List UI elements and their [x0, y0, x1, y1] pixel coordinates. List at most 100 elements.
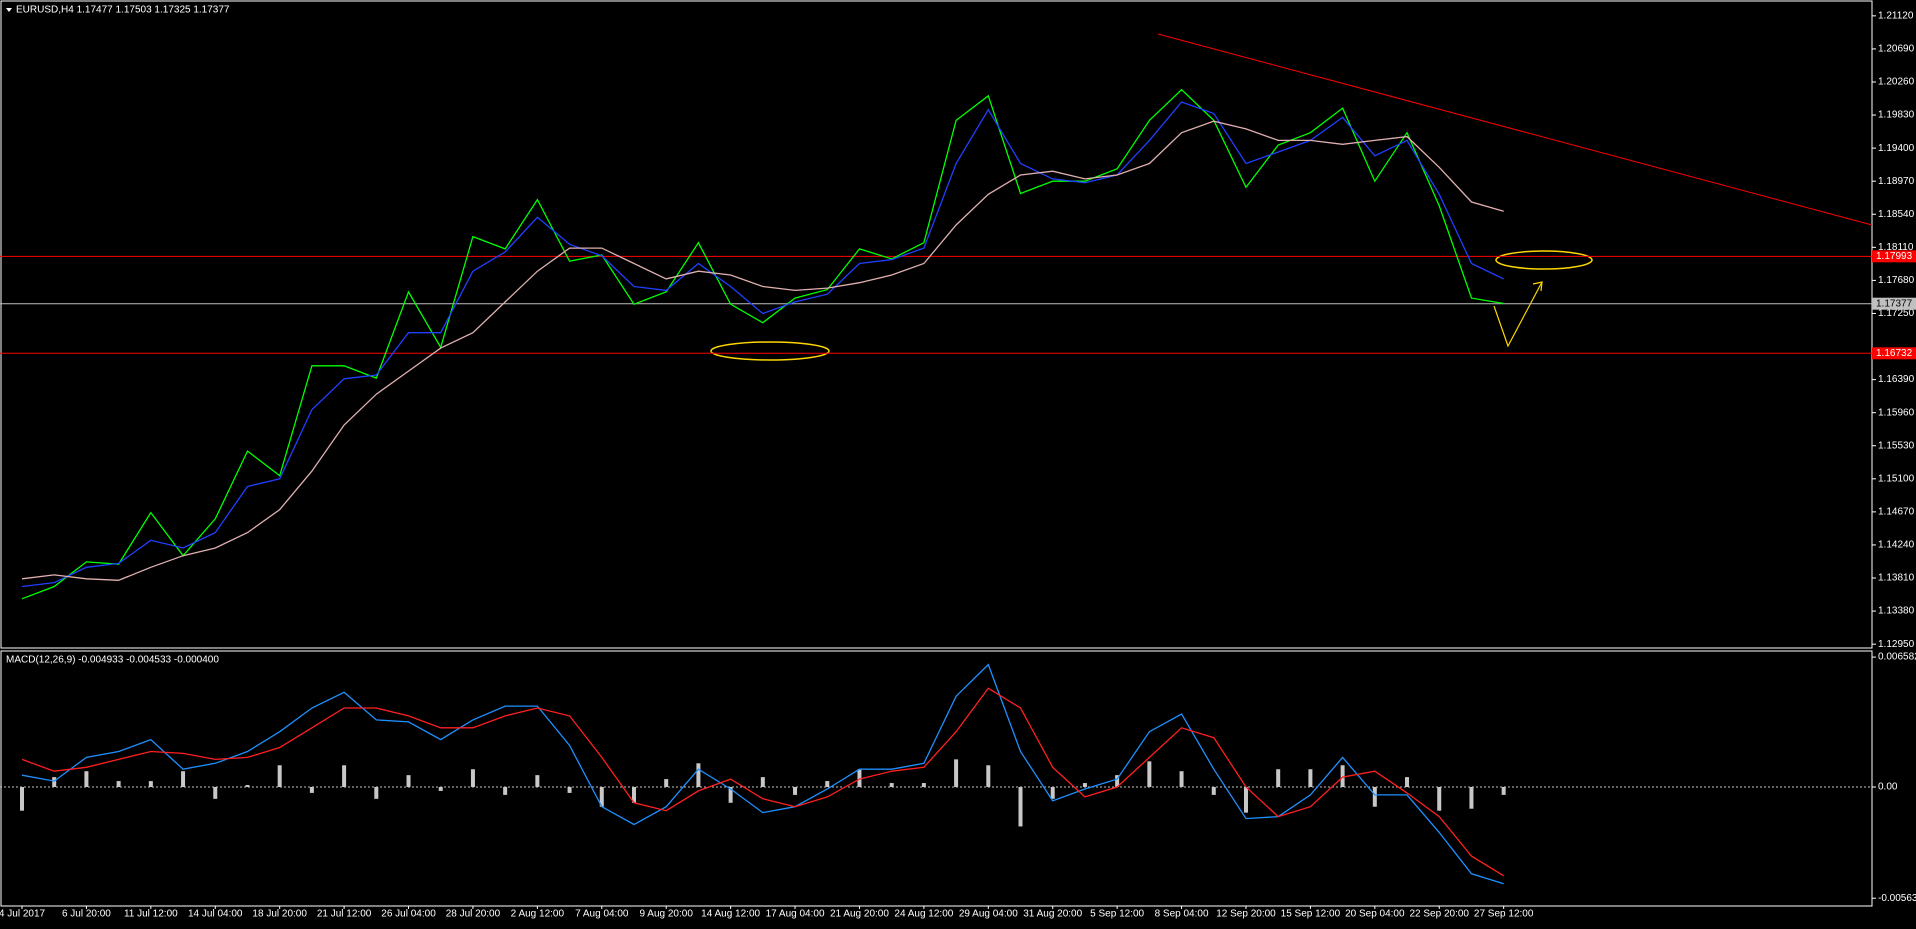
histogram-bar — [1308, 769, 1313, 787]
y-tick-label: 1.14240 — [1878, 540, 1915, 551]
histogram-bar — [1115, 775, 1120, 787]
y-tick-label: 1.15530 — [1878, 440, 1915, 451]
y-tick-label: 1.19830 — [1878, 110, 1915, 121]
histogram-bar — [986, 765, 991, 787]
series-line — [21, 101, 1504, 588]
y-tick-label: 0.00 — [1878, 782, 1898, 793]
histogram-bar — [1276, 769, 1281, 787]
projection-arrow — [1532, 281, 1543, 292]
price-level-label: 1.16732 — [1876, 348, 1913, 359]
x-tick-label: 14 Jul 04:00 — [188, 909, 243, 920]
histogram-bar — [245, 785, 250, 787]
x-tick-label: 29 Aug 04:00 — [959, 909, 1018, 920]
y-tick-label: 1.15960 — [1878, 407, 1915, 418]
x-tick-label: 5 Sep 12:00 — [1090, 909, 1144, 920]
price-level-box — [1872, 297, 1916, 310]
x-tick-label: 26 Jul 04:00 — [381, 909, 436, 920]
histogram-bar — [1340, 765, 1345, 787]
y-tick-label: 1.18540 — [1878, 209, 1915, 220]
histogram-bar — [599, 786, 604, 807]
price-level-box — [1872, 347, 1916, 360]
series-line — [21, 687, 1505, 877]
histogram-bar — [1437, 786, 1442, 811]
histogram-bar — [728, 786, 733, 803]
x-tick-label: 14 Aug 12:00 — [701, 909, 760, 920]
y-tick-label: 1.17680 — [1878, 275, 1915, 286]
chart-title: EURUSD,H4 1.17477 1.17503 1.17325 1.1737… — [16, 5, 230, 16]
y-tick-label: 1.21120 — [1878, 10, 1914, 21]
macd-title: MACD(12,26,9) -0.004933 -0.004533 -0.000… — [6, 655, 219, 666]
histogram-bar — [20, 786, 24, 811]
x-tick-label: 17 Aug 04:00 — [766, 909, 825, 920]
x-tick-label: 28 Jul 20:00 — [446, 909, 501, 920]
histogram-bar — [664, 779, 669, 787]
y-tick-label: 1.12950 — [1878, 639, 1915, 650]
histogram-bar — [889, 783, 894, 787]
histogram-bar — [535, 775, 540, 787]
histogram-bar — [52, 777, 57, 787]
y-tick-label: 1.19400 — [1878, 143, 1915, 154]
menu-arrow[interactable] — [6, 8, 12, 12]
histogram-bar — [470, 769, 475, 787]
y-tick-label: 1.16390 — [1878, 374, 1915, 385]
histogram-bar — [1179, 771, 1184, 787]
histogram-bar — [1147, 761, 1152, 787]
y-tick-label: 1.20690 — [1878, 44, 1915, 55]
histogram-bar — [1372, 786, 1377, 807]
x-tick-label: 18 Jul 20:00 — [252, 909, 307, 920]
histogram-bar — [1211, 786, 1216, 795]
histogram-bar — [1243, 786, 1248, 813]
histogram-bar — [631, 786, 636, 803]
histogram-bar — [1082, 783, 1087, 787]
histogram-bar — [1469, 786, 1474, 809]
y-tick-label: -0.005636 — [1878, 893, 1916, 904]
x-tick-label: 22 Sep 20:00 — [1409, 909, 1469, 920]
histogram-bar — [277, 765, 282, 787]
histogram-bar — [1405, 777, 1410, 787]
y-tick-label: 1.13380 — [1878, 606, 1915, 617]
price-level-label: 1.17377 — [1876, 298, 1913, 309]
histogram-bar — [760, 777, 765, 787]
histogram-bar — [567, 786, 572, 793]
x-tick-label: 11 Jul 12:00 — [124, 909, 178, 920]
price-pane-frame — [0, 0, 1873, 649]
target-oval — [1495, 250, 1593, 270]
histogram-bar — [921, 783, 926, 787]
x-tick-label: 12 Sep 20:00 — [1216, 909, 1276, 920]
histogram-bar — [503, 786, 508, 795]
histogram-bar — [954, 759, 959, 787]
histogram-bar — [213, 786, 218, 799]
x-tick-label: 7 Aug 04:00 — [575, 909, 629, 920]
series-line — [21, 663, 1504, 885]
trend-line — [1157, 33, 1873, 226]
x-tick-label: 24 Aug 12:00 — [894, 909, 953, 920]
x-tick-label: 8 Sep 04:00 — [1155, 909, 1209, 920]
histogram-bar — [438, 786, 443, 791]
histogram-bar — [825, 781, 830, 787]
x-tick-label: 20 Sep 04:00 — [1345, 909, 1405, 920]
histogram-bar — [148, 781, 153, 787]
y-tick-label: 0.006582 — [1878, 652, 1916, 663]
x-tick-label: 15 Sep 12:00 — [1281, 909, 1341, 920]
histogram-bar — [406, 775, 411, 787]
histogram-bar — [374, 786, 379, 799]
y-tick-label: 1.15100 — [1878, 473, 1915, 484]
series-line — [21, 120, 1504, 581]
histogram-bar — [1501, 786, 1506, 795]
histogram-bar — [857, 769, 862, 787]
x-tick-label: 6 Jul 20:00 — [62, 909, 111, 920]
histogram-bar — [1018, 786, 1023, 827]
series-line — [21, 88, 1504, 600]
histogram-bar — [793, 786, 798, 795]
x-tick-label: 21 Aug 20:00 — [830, 909, 889, 920]
histogram-bar — [181, 771, 186, 787]
y-tick-label: 1.13810 — [1878, 573, 1915, 584]
histogram-bar — [342, 765, 347, 787]
x-tick-label: 31 Aug 20:00 — [1023, 909, 1082, 920]
histogram-bar — [696, 763, 701, 787]
x-tick-label: 2 Aug 12:00 — [511, 909, 565, 920]
y-tick-label: 1.17250 — [1878, 308, 1915, 319]
x-tick-label: 9 Aug 20:00 — [640, 909, 694, 920]
